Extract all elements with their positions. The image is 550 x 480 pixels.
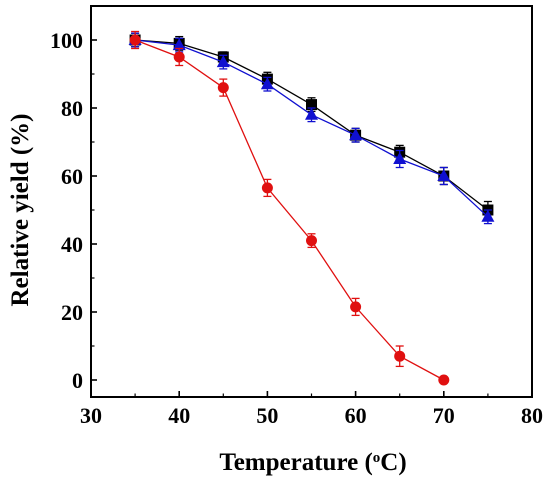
data-point-triangle bbox=[481, 209, 495, 222]
data-point-circle bbox=[438, 374, 450, 386]
data-point-triangle bbox=[305, 107, 318, 120]
x-axis-title-suffix: C) bbox=[380, 449, 406, 476]
data-point-triangle bbox=[172, 38, 186, 51]
series-line bbox=[134, 39, 445, 381]
y-axis-title: Relative yield (%) bbox=[7, 113, 34, 306]
data-point-circle bbox=[129, 34, 141, 46]
x-tick-label: 50 bbox=[256, 403, 278, 428]
x-tick-label: 30 bbox=[80, 403, 102, 428]
x-tick-label: 70 bbox=[433, 403, 455, 428]
data-point-square bbox=[306, 99, 317, 111]
plot-frame bbox=[90, 5, 533, 398]
data-point-circle bbox=[261, 182, 273, 194]
y-tick-label: 60 bbox=[61, 164, 83, 189]
series-line bbox=[135, 39, 489, 211]
data-point-circle bbox=[217, 82, 229, 94]
data-point-circle bbox=[306, 235, 317, 247]
data-point-triangle bbox=[260, 77, 274, 90]
x-tick-label: 80 bbox=[521, 403, 543, 428]
x-axis-title: Temperature (oC) bbox=[219, 449, 406, 476]
data-point-circle bbox=[394, 350, 406, 362]
series-circle bbox=[129, 30, 450, 386]
data-point-triangle bbox=[393, 152, 407, 164]
x-axis-title-prefix: Temperature ( bbox=[219, 449, 372, 476]
data-point-circle bbox=[350, 301, 362, 313]
y-tick-label: 40 bbox=[61, 232, 83, 257]
data-point-triangle bbox=[349, 128, 363, 141]
y-tick-label: 100 bbox=[50, 28, 83, 53]
x-tick-label: 60 bbox=[345, 403, 367, 428]
data-point-circle bbox=[173, 51, 185, 63]
y-tick-label: 80 bbox=[61, 96, 83, 121]
series-triangle bbox=[128, 32, 495, 225]
x-tick-label: 40 bbox=[168, 403, 190, 428]
y-tick-label: 20 bbox=[61, 300, 83, 325]
data-point-triangle bbox=[216, 55, 230, 68]
data-point-triangle bbox=[437, 169, 451, 181]
y-tick-label: 0 bbox=[72, 368, 83, 393]
x-axis-title-sup: o bbox=[373, 450, 381, 466]
series-line bbox=[135, 39, 489, 218]
